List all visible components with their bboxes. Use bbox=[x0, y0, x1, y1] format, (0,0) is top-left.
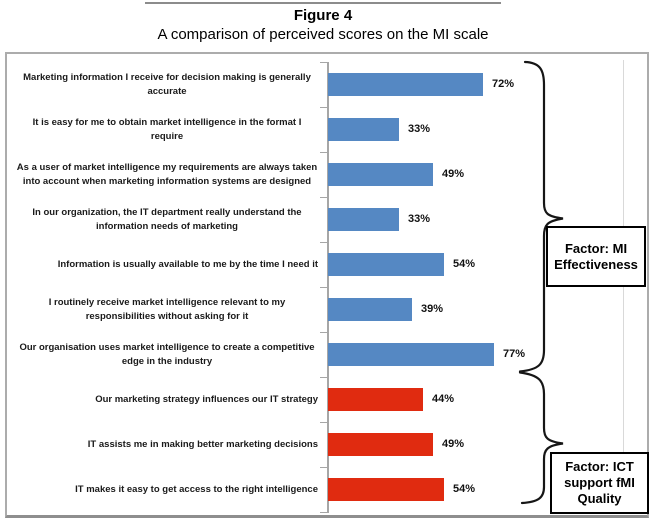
figure-title: Figure 4 bbox=[293, 7, 353, 24]
chart-row: Our organisation uses market intelligenc… bbox=[0, 332, 654, 377]
category-label: I routinely receive market intelligence … bbox=[0, 287, 318, 332]
bar bbox=[328, 118, 399, 141]
bar bbox=[328, 163, 433, 186]
bar bbox=[328, 433, 433, 456]
value-label: 33% bbox=[408, 213, 431, 225]
category-label-text: I routinely receive market intelligence … bbox=[48, 297, 286, 322]
value-label: 39% bbox=[421, 303, 444, 315]
title-top-rule bbox=[145, 2, 501, 4]
value-label: 77% bbox=[503, 348, 526, 360]
category-label-text: IT assists me in making better marketing… bbox=[87, 438, 318, 450]
chart-row: It is easy for me to obtain market intel… bbox=[0, 107, 654, 152]
category-label-text: IT makes it easy to get access to the ri… bbox=[75, 483, 318, 495]
value-label: 49% bbox=[442, 168, 465, 180]
category-label-text: In our organization, the IT department r… bbox=[32, 207, 302, 232]
chart-row: As a user of market intelligence my requ… bbox=[0, 152, 654, 197]
category-label-text: As a user of market intelligence my requ… bbox=[16, 162, 318, 187]
category-label: In our organization, the IT department r… bbox=[0, 197, 318, 242]
factor-ict-support-box: Factor: ICT support fMI Quality bbox=[550, 452, 649, 514]
chart-row: Marketing information I receive for deci… bbox=[0, 62, 654, 107]
chart-row: In our organization, the IT department r… bbox=[0, 197, 654, 242]
axis-tick bbox=[320, 422, 329, 423]
axis-tick bbox=[320, 377, 329, 378]
value-label: 33% bbox=[408, 123, 431, 135]
axis-tick bbox=[320, 512, 329, 513]
value-label: 49% bbox=[442, 438, 465, 450]
axis-tick bbox=[320, 62, 329, 63]
bar bbox=[328, 343, 494, 366]
bar bbox=[328, 208, 399, 231]
bar bbox=[328, 253, 444, 276]
figure-subtitle: A comparison of perceived scores on the … bbox=[157, 26, 489, 43]
category-label: IT assists me in making better marketing… bbox=[0, 422, 318, 467]
axis-tick bbox=[320, 287, 329, 288]
bar bbox=[328, 73, 483, 96]
category-label: Our organisation uses market intelligenc… bbox=[0, 332, 318, 377]
category-label-text: Information is usually available to me b… bbox=[57, 258, 318, 270]
bar-rows: Marketing information I receive for deci… bbox=[0, 62, 654, 512]
category-label: IT makes it easy to get access to the ri… bbox=[0, 467, 318, 512]
axis-tick bbox=[320, 152, 329, 153]
chart-row: Our marketing strategy influences our IT… bbox=[0, 377, 654, 422]
axis-tick bbox=[320, 467, 329, 468]
chart-row: Information is usually available to me b… bbox=[0, 242, 654, 287]
bar bbox=[328, 298, 412, 321]
category-label-text: Our organisation uses market intelligenc… bbox=[19, 342, 315, 367]
category-label-text: Marketing information I receive for deci… bbox=[23, 72, 311, 97]
category-label: It is easy for me to obtain market intel… bbox=[0, 107, 318, 152]
value-label: 54% bbox=[453, 483, 476, 495]
axis-tick bbox=[320, 197, 329, 198]
category-label-text: Our marketing strategy influences our IT… bbox=[95, 393, 318, 405]
axis-tick bbox=[320, 242, 329, 243]
chart-row: IT assists me in making better marketing… bbox=[0, 422, 654, 467]
value-label: 44% bbox=[432, 393, 455, 405]
category-label: As a user of market intelligence my requ… bbox=[0, 152, 318, 197]
bar bbox=[328, 478, 444, 501]
bar bbox=[328, 388, 423, 411]
value-label: 72% bbox=[492, 78, 515, 90]
chart-row: I routinely receive market intelligence … bbox=[0, 287, 654, 332]
axis-tick bbox=[320, 107, 329, 108]
factor-mi-effectiveness-box: Factor: MI Effectiveness bbox=[546, 226, 646, 287]
category-label: Marketing information I receive for deci… bbox=[0, 62, 318, 107]
category-label: Our marketing strategy influences our IT… bbox=[0, 377, 318, 422]
axis-tick bbox=[320, 332, 329, 333]
chart-row: IT makes it easy to get access to the ri… bbox=[0, 467, 654, 512]
category-label: Information is usually available to me b… bbox=[0, 242, 318, 287]
category-label-text: It is easy for me to obtain market intel… bbox=[32, 117, 302, 142]
value-label: 54% bbox=[453, 258, 476, 270]
